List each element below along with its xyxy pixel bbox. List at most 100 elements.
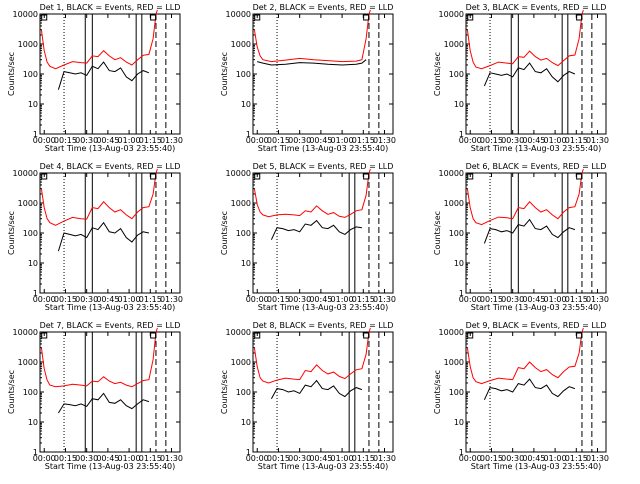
plot-title: Det 1, BLACK = Events, RED = LLD (40, 3, 181, 12)
y-tick-label: 1 (33, 448, 38, 457)
interval-marker-box (576, 173, 583, 180)
x-tick-label: 01:30 (160, 295, 183, 304)
y-tick-label: 10 (28, 418, 38, 427)
lld-series-line (40, 327, 158, 388)
x-tick-label: 01:30 (373, 136, 396, 145)
x-tick-label: 01:30 (373, 454, 396, 463)
y-tick-label: 10 (454, 259, 464, 268)
y-tick-label: 10000 (13, 10, 38, 19)
plot-title: Det 2, BLACK = Events, RED = LLD (253, 3, 394, 12)
x-tick-label: 01:00 (544, 295, 567, 304)
y-tick-label: 1000 (444, 40, 464, 49)
y-tick-label: 1 (246, 289, 251, 298)
plot-title: Det 5, BLACK = Events, RED = LLD (253, 162, 394, 171)
y-tick-label: 100 (23, 229, 38, 238)
x-axis-label: Start Time (13-Aug-03 23:55:40) (45, 462, 176, 471)
y-tick-label: 100 (23, 70, 38, 79)
y-tick-label: 10000 (13, 169, 38, 178)
x-tick-label: 01:00 (118, 295, 141, 304)
x-tick-label: 01:00 (544, 136, 567, 145)
y-tick-label: 10000 (226, 169, 251, 178)
detector-panel-1: Det 1, BLACK = Events, RED = LLD 1 10 100 10… (7, 3, 183, 153)
plot-title: Det 7, BLACK = Events, RED = LLD (40, 321, 181, 330)
y-tick-label: 10 (241, 418, 251, 427)
y-tick-label: 10000 (13, 328, 38, 337)
y-axis-label: Counts/sec (220, 211, 229, 255)
interval-marker-box (467, 14, 474, 21)
y-axis-label: Counts/sec (433, 370, 442, 414)
x-tick-label: 01:30 (373, 295, 396, 304)
y-tick-label: 1 (33, 130, 38, 139)
y-tick-label: 10 (454, 418, 464, 427)
x-tick-label: 00:00 (459, 136, 482, 145)
x-axis-label: Start Time (13-Aug-03 23:55:40) (471, 303, 602, 312)
plot-frame (465, 331, 607, 453)
y-tick-label: 100 (236, 229, 251, 238)
y-tick-label: 1000 (444, 199, 464, 208)
x-tick-label: 00:45 (522, 136, 545, 145)
events-series-line (57, 61, 150, 90)
interval-marker-box (41, 14, 48, 21)
y-tick-label: 1 (246, 130, 251, 139)
plot-frame (465, 172, 607, 294)
x-axis-label: Start Time (13-Aug-03 23:55:40) (471, 462, 602, 471)
x-tick-label: 00:30 (288, 295, 311, 304)
plot-title: Det 6, BLACK = Events, RED = LLD (466, 162, 607, 171)
x-tick-label: 00:30 (75, 136, 98, 145)
x-tick-label: 00:15 (480, 454, 503, 463)
plot-title: Det 4, BLACK = Events, RED = LLD (40, 162, 181, 171)
plot-title: Det 3, BLACK = Events, RED = LLD (466, 3, 607, 12)
interval-marker-box (363, 14, 370, 21)
interval-marker-box (254, 173, 261, 180)
y-tick-label: 1 (459, 448, 464, 457)
events-series-line (57, 221, 150, 252)
interval-marker-box (363, 332, 370, 339)
x-tick-label: 00:15 (54, 454, 77, 463)
detector-panel-7: Det 7, BLACK = Events, RED = LLD 1 10 100 10… (7, 321, 183, 471)
events-series-line (270, 219, 362, 240)
x-tick-label: 01:15 (352, 454, 375, 463)
y-axis-label: Counts/sec (220, 370, 229, 414)
x-tick-label: 00:15 (267, 136, 290, 145)
y-tick-label: 1 (459, 289, 464, 298)
x-axis-label: Start Time (13-Aug-03 23:55:40) (45, 303, 176, 312)
y-tick-label: 1 (459, 130, 464, 139)
y-tick-label: 100 (23, 388, 38, 397)
interval-marker-box (363, 173, 370, 180)
x-tick-label: 00:15 (267, 295, 290, 304)
plot-frame (465, 13, 607, 135)
x-tick-label: 00:15 (480, 295, 503, 304)
lld-series-line (466, 9, 584, 70)
x-tick-label: 00:30 (501, 295, 524, 304)
y-tick-label: 100 (236, 388, 251, 397)
x-tick-label: 00:15 (267, 454, 290, 463)
plot-frame (39, 172, 181, 294)
x-tick-label: 01:15 (352, 295, 375, 304)
y-axis-label: Counts/sec (7, 52, 16, 96)
x-axis-label: Start Time (13-Aug-03 23:55:40) (258, 303, 389, 312)
x-tick-label: 00:15 (54, 295, 77, 304)
x-tick-label: 01:30 (586, 454, 609, 463)
plot-frame (39, 13, 181, 135)
y-tick-label: 10000 (439, 10, 464, 19)
x-axis-label: Start Time (13-Aug-03 23:55:40) (471, 144, 602, 153)
x-tick-label: 00:45 (96, 295, 119, 304)
x-tick-label: 01:30 (160, 454, 183, 463)
x-tick-label: 01:15 (565, 136, 588, 145)
detector-panel-2: Det 2, BLACK = Events, RED = LLD 1 10 100 10… (220, 3, 396, 153)
x-axis-label: Start Time (13-Aug-03 23:55:40) (258, 144, 389, 153)
x-tick-label: 01:00 (544, 454, 567, 463)
lld-series-line (253, 9, 371, 63)
y-tick-label: 10000 (439, 169, 464, 178)
y-tick-label: 10 (28, 100, 38, 109)
interval-marker-box (576, 332, 583, 339)
detector-panel-4: Det 4, BLACK = Events, RED = LLD 1 10 100 10… (7, 162, 183, 312)
lld-series-line (253, 168, 371, 218)
y-tick-label: 1 (33, 289, 38, 298)
detector-panel-5: Det 5, BLACK = Events, RED = LLD 1 10 100 10… (220, 162, 396, 312)
x-tick-label: 00:45 (309, 295, 332, 304)
x-tick-label: 00:00 (33, 454, 56, 463)
x-tick-label: 00:30 (75, 295, 98, 304)
y-axis-label: Counts/sec (7, 370, 16, 414)
interval-marker-box (254, 14, 261, 21)
